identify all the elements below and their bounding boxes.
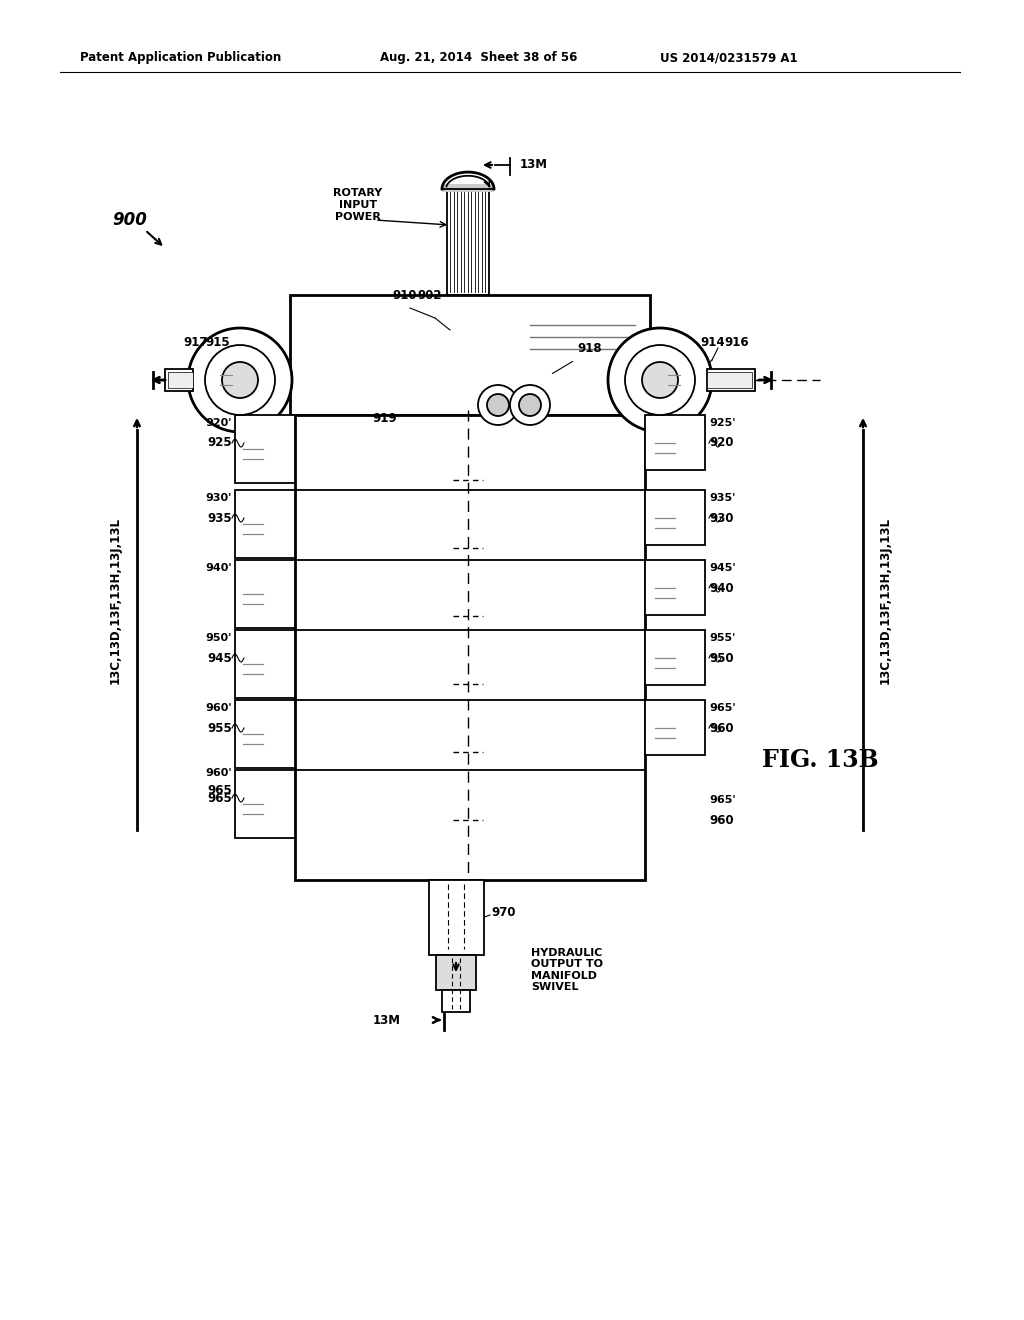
Bar — [447, 190, 489, 294]
Circle shape — [188, 327, 292, 432]
Text: 925: 925 — [208, 437, 232, 450]
Text: 917: 917 — [183, 335, 208, 348]
Text: US 2014/0231579 A1: US 2014/0231579 A1 — [660, 51, 798, 65]
Circle shape — [205, 345, 275, 414]
Circle shape — [487, 393, 509, 416]
Text: 920: 920 — [709, 437, 733, 450]
Text: 945': 945' — [709, 564, 735, 573]
Text: 950: 950 — [709, 652, 733, 664]
Text: 940': 940' — [206, 564, 232, 573]
Text: HYDRAULIC
OUTPUT TO
MANIFOLD
SWIVEL: HYDRAULIC OUTPUT TO MANIFOLD SWIVEL — [531, 948, 603, 993]
Bar — [442, 183, 494, 191]
Text: 13C,13D,13F,13H,13J,13L: 13C,13D,13F,13H,13J,13L — [879, 516, 892, 684]
Bar — [234, 770, 295, 838]
Text: 900: 900 — [113, 211, 147, 228]
Text: 925': 925' — [709, 418, 735, 428]
Circle shape — [519, 393, 541, 416]
Text: Aug. 21, 2014  Sheet 38 of 56: Aug. 21, 2014 Sheet 38 of 56 — [380, 51, 578, 65]
Text: 13C,13D,13F,13H,13J,13L: 13C,13D,13F,13H,13J,13L — [109, 516, 122, 684]
Text: 930': 930' — [206, 492, 232, 503]
Text: 919: 919 — [373, 412, 397, 425]
Bar — [707, 370, 755, 391]
Circle shape — [510, 385, 550, 425]
Bar — [168, 372, 193, 388]
Text: 960': 960' — [206, 768, 232, 777]
Circle shape — [222, 362, 258, 399]
Text: 950': 950' — [206, 634, 232, 643]
Text: 916: 916 — [725, 335, 750, 348]
Bar — [295, 414, 645, 880]
Text: 965: 965 — [207, 792, 232, 804]
Bar — [234, 414, 295, 483]
Circle shape — [642, 362, 678, 399]
Text: 914: 914 — [700, 335, 725, 348]
Bar — [645, 700, 705, 755]
Text: 965': 965' — [709, 704, 735, 713]
Bar — [645, 630, 705, 685]
Circle shape — [625, 345, 695, 414]
Text: 970: 970 — [490, 906, 515, 919]
Text: 940: 940 — [709, 582, 733, 594]
Bar — [290, 294, 650, 414]
Bar — [234, 490, 295, 558]
Text: ROTARY
INPUT
POWER: ROTARY INPUT POWER — [334, 189, 383, 222]
Text: 955': 955' — [709, 634, 735, 643]
Text: 960: 960 — [709, 813, 733, 826]
Text: 955: 955 — [207, 722, 232, 734]
Text: Patent Application Publication: Patent Application Publication — [80, 51, 282, 65]
Bar — [645, 560, 705, 615]
Text: 965: 965 — [207, 784, 232, 796]
Text: 13M: 13M — [373, 1014, 401, 1027]
Text: 960': 960' — [206, 704, 232, 713]
Text: 935: 935 — [208, 511, 232, 524]
Text: 902: 902 — [418, 289, 442, 302]
Bar — [436, 954, 476, 990]
Text: 920': 920' — [206, 418, 232, 428]
Text: 910: 910 — [393, 289, 417, 302]
Bar — [165, 370, 193, 391]
Bar — [429, 880, 484, 954]
Bar — [234, 630, 295, 698]
Bar — [645, 414, 705, 470]
Text: 915: 915 — [206, 335, 230, 348]
Bar — [442, 990, 470, 1012]
Text: 945: 945 — [207, 652, 232, 664]
Circle shape — [608, 327, 712, 432]
Text: 918: 918 — [578, 342, 602, 355]
Text: 13M: 13M — [520, 158, 548, 172]
Text: FIG. 13B: FIG. 13B — [762, 748, 879, 772]
Text: 935': 935' — [709, 492, 735, 503]
Text: 930: 930 — [709, 511, 733, 524]
Bar — [707, 372, 752, 388]
Circle shape — [478, 385, 518, 425]
Text: 965': 965' — [709, 795, 735, 805]
Bar — [234, 560, 295, 628]
Bar — [234, 700, 295, 768]
Bar — [645, 490, 705, 545]
Text: 960: 960 — [709, 722, 733, 734]
